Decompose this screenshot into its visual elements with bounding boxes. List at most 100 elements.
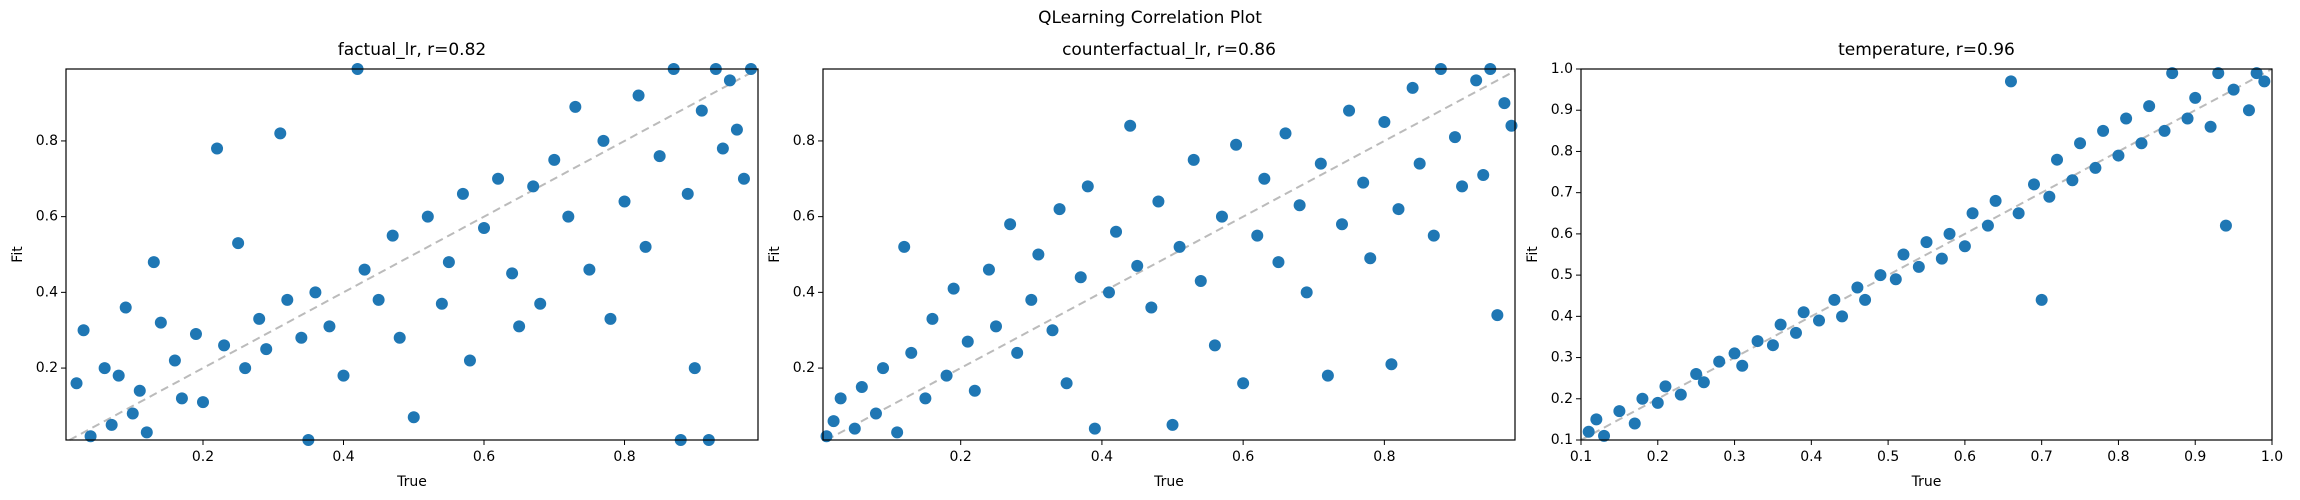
point bbox=[569, 100, 582, 113]
point bbox=[583, 263, 596, 276]
x-tick-label: 0.6 bbox=[1954, 449, 1976, 465]
point bbox=[1448, 131, 1461, 144]
point bbox=[716, 142, 729, 155]
point bbox=[1498, 97, 1511, 110]
point bbox=[1145, 301, 1158, 314]
point bbox=[1981, 219, 1994, 232]
axes-frame bbox=[65, 68, 759, 441]
point bbox=[1470, 74, 1483, 87]
point bbox=[1751, 335, 1764, 348]
point bbox=[1636, 392, 1649, 405]
point bbox=[891, 426, 904, 439]
point bbox=[1088, 422, 1101, 435]
y-tick-label: 0.2 bbox=[1551, 391, 1573, 407]
point bbox=[848, 422, 861, 435]
point bbox=[1628, 417, 1641, 430]
point bbox=[98, 362, 111, 375]
x-tick-label: 0.4 bbox=[1800, 449, 1822, 465]
point bbox=[2227, 83, 2240, 96]
point bbox=[1920, 236, 1933, 249]
point bbox=[140, 426, 153, 439]
point bbox=[2120, 112, 2133, 125]
y-tick-label: 0.7 bbox=[1551, 185, 1573, 201]
point bbox=[1032, 248, 1045, 261]
point bbox=[926, 312, 939, 325]
point bbox=[77, 324, 90, 337]
y-tick-label: 0.8 bbox=[1551, 143, 1573, 159]
point bbox=[1789, 326, 1802, 339]
point bbox=[695, 104, 708, 117]
identity-line bbox=[1580, 68, 2273, 441]
x-axis-label: True bbox=[396, 474, 427, 490]
point bbox=[1736, 359, 1749, 372]
x-tick-label: 0.4 bbox=[1091, 449, 1113, 465]
point bbox=[2158, 124, 2171, 137]
point bbox=[548, 153, 561, 166]
point bbox=[119, 301, 132, 314]
y-tick-label: 0.4 bbox=[793, 284, 815, 300]
point bbox=[688, 362, 701, 375]
x-tick-label: 0.7 bbox=[2031, 449, 2053, 465]
point bbox=[189, 328, 202, 340]
y-tick-label: 0.6 bbox=[36, 209, 58, 225]
point bbox=[990, 320, 1002, 333]
point bbox=[1651, 396, 1664, 409]
point bbox=[2012, 207, 2025, 220]
point bbox=[2074, 137, 2087, 150]
point bbox=[2066, 174, 2079, 187]
point bbox=[1859, 293, 1872, 306]
point bbox=[2027, 178, 2040, 191]
point bbox=[1713, 355, 1726, 368]
point bbox=[463, 354, 476, 367]
point bbox=[513, 320, 526, 333]
point bbox=[827, 415, 840, 428]
y-tick-label: 0.8 bbox=[36, 133, 58, 149]
point bbox=[1378, 116, 1391, 128]
point bbox=[70, 377, 83, 390]
point bbox=[1194, 275, 1207, 287]
point bbox=[1258, 172, 1271, 185]
point bbox=[1836, 310, 1849, 323]
point bbox=[1279, 127, 1292, 140]
point bbox=[232, 237, 245, 250]
point bbox=[1011, 346, 1024, 359]
point bbox=[1774, 318, 1787, 331]
y-tick-label: 0.6 bbox=[1551, 226, 1573, 242]
subplot: counterfactual_lr, r=0.86 True Fit 0.2 0.4 0.… bbox=[767, 40, 1518, 490]
point bbox=[877, 362, 890, 375]
y-tick-label: 0.1 bbox=[1551, 432, 1573, 448]
point bbox=[1300, 286, 1313, 299]
x-tick-label: 0.2 bbox=[192, 449, 214, 465]
y-tick-label: 0.9 bbox=[1551, 102, 1573, 118]
x-tick-label: 0.8 bbox=[613, 449, 635, 465]
point bbox=[1598, 429, 1611, 442]
point bbox=[1131, 259, 1144, 272]
point bbox=[534, 297, 547, 310]
point bbox=[961, 335, 974, 348]
point bbox=[898, 240, 911, 253]
point bbox=[597, 134, 610, 147]
point bbox=[133, 384, 146, 397]
point bbox=[2212, 67, 2225, 80]
point bbox=[1230, 138, 1243, 151]
y-tick-label: 0.3 bbox=[1551, 350, 1573, 366]
x-tick-label: 0.8 bbox=[2107, 449, 2129, 465]
axes-frame bbox=[822, 68, 1516, 441]
point bbox=[1336, 218, 1348, 231]
point bbox=[1237, 377, 1250, 390]
point bbox=[2097, 124, 2110, 137]
point bbox=[2242, 104, 2255, 117]
point bbox=[1766, 339, 1779, 352]
point bbox=[1813, 314, 1826, 327]
point bbox=[196, 396, 209, 409]
point bbox=[1343, 104, 1356, 117]
identity-line bbox=[69, 68, 759, 441]
point bbox=[372, 293, 385, 306]
point bbox=[2112, 149, 2125, 162]
point bbox=[1505, 119, 1518, 132]
point bbox=[105, 418, 118, 431]
point bbox=[1889, 273, 1902, 286]
point bbox=[604, 312, 617, 325]
point bbox=[1364, 252, 1377, 265]
x-tick-label: 0.9 bbox=[2184, 449, 2206, 465]
